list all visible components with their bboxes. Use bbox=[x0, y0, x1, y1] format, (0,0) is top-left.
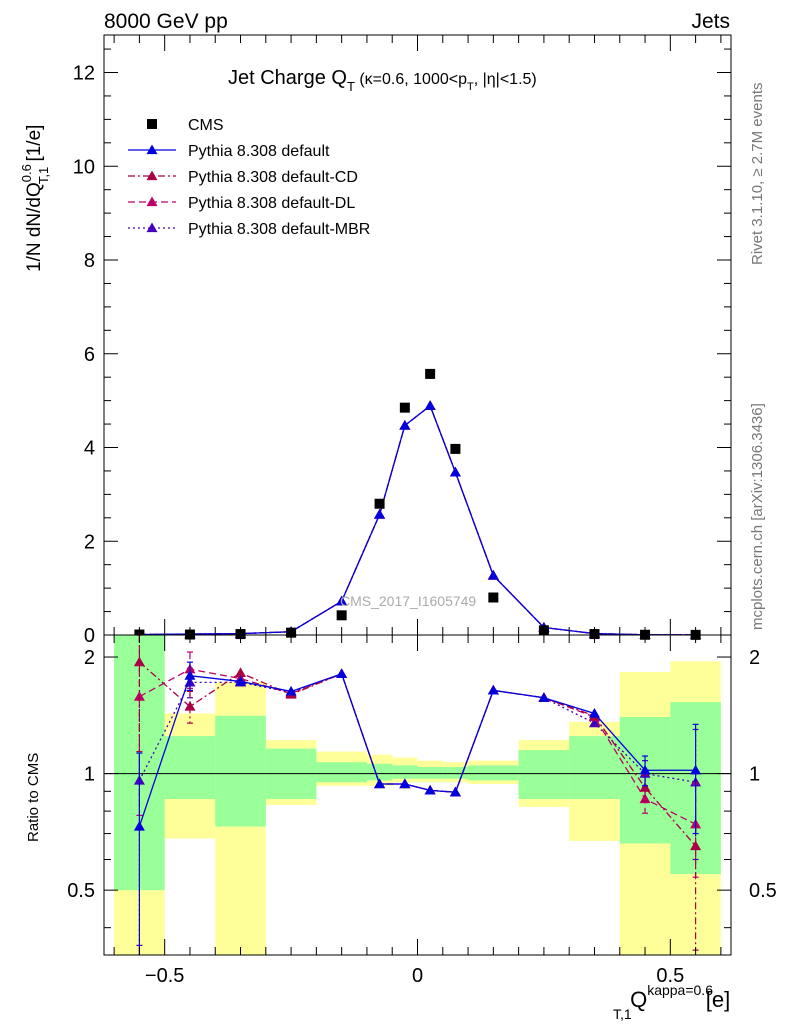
band-green bbox=[417, 766, 443, 779]
legend-label: Pythia 8.308 default-CD bbox=[188, 169, 358, 186]
band-green bbox=[468, 765, 519, 781]
ratio-series-pythia-8-308-default bbox=[133, 661, 702, 955]
ratio-plot: 0.5 0.5 1 1 2 2 −0.5 0 0.5 Ratio to CMS Qkappa=… bbox=[25, 634, 777, 1022]
ratio-point bbox=[235, 675, 247, 686]
y-tick-label: 0 bbox=[84, 625, 95, 647]
legend-label: Pythia 8.308 default bbox=[188, 143, 330, 160]
band-green bbox=[215, 715, 266, 827]
data-point bbox=[449, 466, 461, 477]
mcplots-label: mcplots.cern.ch [arXiv:1306.3436] bbox=[749, 403, 766, 630]
ratio-point bbox=[639, 782, 651, 792]
legend-marker bbox=[146, 170, 158, 181]
plot-title: Jet Charge QT (κ=0.6, 1000<pT, |η|<1.5) bbox=[228, 67, 537, 94]
band-green bbox=[316, 762, 367, 783]
y-tick-label: 10 bbox=[73, 156, 95, 178]
data-point bbox=[374, 498, 385, 509]
header-left: 8000 GeV pp bbox=[104, 10, 228, 33]
ratio-y-tick-label: 0.5 bbox=[67, 880, 95, 902]
ratio-point bbox=[184, 670, 196, 680]
legend-entry: Pythia 8.308 default-MBR bbox=[128, 221, 370, 238]
legend-label: Pythia 8.308 default-MBR bbox=[188, 221, 370, 238]
ratio-point bbox=[449, 786, 461, 797]
ratio-point bbox=[690, 840, 702, 851]
x-axis-label: Qkappa=0.6 T,1 [e] bbox=[613, 982, 730, 1022]
band-green bbox=[442, 766, 469, 779]
legend-label: Pythia 8.308 default-DL bbox=[188, 195, 355, 212]
data-point bbox=[450, 443, 461, 454]
y-tick-label: 8 bbox=[84, 250, 95, 272]
ratio-point bbox=[639, 764, 651, 775]
ratio-x-ticks: −0.5 0 0.5 bbox=[113, 635, 722, 987]
legend-marker bbox=[147, 119, 157, 129]
band-green bbox=[392, 765, 418, 779]
ratio-point bbox=[588, 707, 600, 718]
ratio-curves bbox=[133, 634, 702, 955]
ratio-point bbox=[399, 778, 411, 789]
legend-marker bbox=[146, 196, 158, 207]
data-point bbox=[399, 402, 410, 413]
ratio-point bbox=[538, 692, 550, 702]
data-point bbox=[488, 592, 499, 603]
band-green bbox=[366, 763, 393, 781]
ratio-y-tick-label-right: 2 bbox=[749, 647, 760, 669]
main-y-label: 1/N dN/dQ0.6 T,1 [1/e] bbox=[19, 125, 51, 272]
legend-entry: Pythia 8.308 default bbox=[128, 143, 330, 160]
watermark: CMS_2017_I1605749 bbox=[340, 593, 476, 609]
ratio-point bbox=[487, 684, 499, 695]
legend-entry: Pythia 8.308 default-DL bbox=[128, 195, 355, 212]
data-point bbox=[424, 400, 436, 410]
y-tick-label: 12 bbox=[73, 63, 95, 85]
main-x-ticks bbox=[113, 35, 722, 635]
legend-entry: CMS bbox=[147, 117, 224, 134]
data-point bbox=[374, 509, 386, 519]
data-point bbox=[487, 569, 499, 580]
x-tick-label: 0 bbox=[412, 965, 423, 987]
ratio-point bbox=[235, 667, 247, 678]
ratio-point bbox=[374, 778, 386, 789]
ratio-point bbox=[184, 701, 196, 711]
data-point bbox=[425, 368, 436, 379]
legend-marker bbox=[146, 144, 158, 155]
legend-label: CMS bbox=[188, 117, 224, 134]
data-point bbox=[336, 595, 348, 606]
series-line bbox=[139, 404, 696, 636]
ratio-point bbox=[133, 821, 145, 831]
legend-marker bbox=[146, 222, 158, 233]
data-point bbox=[399, 419, 411, 430]
ratio-y-ticks: 0.5 0.5 1 1 2 2 bbox=[67, 647, 777, 929]
header-right: Jets bbox=[691, 10, 730, 33]
ratio-y-tick-label-right: 1 bbox=[749, 764, 760, 786]
y-tick-label: 6 bbox=[84, 344, 95, 366]
y-tick-label: 4 bbox=[84, 438, 95, 460]
rivet-label: Rivet 3.1.10, ≥ 2.7M events bbox=[749, 83, 766, 266]
ratio-point bbox=[336, 668, 348, 678]
legend: CMS Pythia 8.308 default Pythia 8.308 defa… bbox=[128, 117, 370, 238]
legend-entry: Pythia 8.308 default-CD bbox=[128, 169, 358, 186]
ratio-bands bbox=[114, 635, 721, 955]
ratio-point bbox=[133, 656, 145, 667]
ratio-point bbox=[588, 717, 600, 728]
band-green bbox=[518, 750, 570, 799]
data-point bbox=[336, 610, 347, 621]
ratio-point bbox=[424, 784, 436, 795]
ratio-y-label: Ratio to CMS bbox=[25, 753, 42, 842]
x-tick-label: 0.5 bbox=[656, 965, 684, 987]
band-green bbox=[569, 736, 620, 799]
ratio-y-tick-label-right: 0.5 bbox=[749, 880, 777, 902]
ratio-point bbox=[690, 764, 702, 775]
y-tick-label: 2 bbox=[84, 531, 95, 553]
ratio-line bbox=[138, 672, 696, 827]
main-plot: 0 2 4 6 8 10 12 Jet Charge QT (κ=0.6, 1000<pT,… bbox=[19, 34, 732, 647]
x-tick-label: −0.5 bbox=[145, 965, 184, 987]
ratio-y-tick-label: 2 bbox=[84, 647, 95, 669]
main-y-ticks: 0 2 4 6 8 10 12 bbox=[73, 48, 731, 647]
ratio-point bbox=[285, 685, 297, 696]
band-green bbox=[164, 736, 216, 799]
ratio-y-tick-label: 1 bbox=[84, 764, 95, 786]
